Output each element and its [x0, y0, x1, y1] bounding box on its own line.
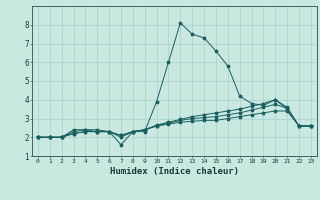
X-axis label: Humidex (Indice chaleur): Humidex (Indice chaleur) [110, 167, 239, 176]
